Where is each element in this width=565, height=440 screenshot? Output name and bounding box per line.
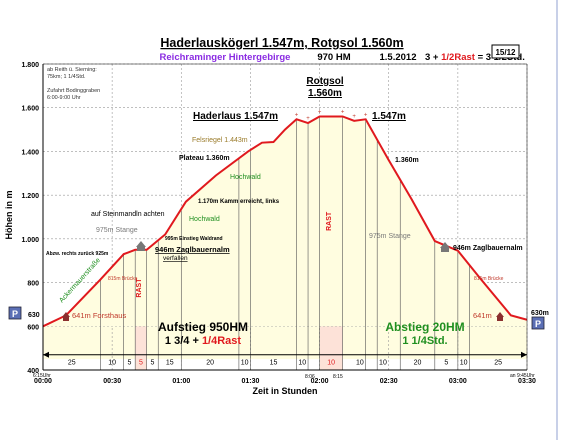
hut-icon-left [62,312,70,321]
arrow-head-left [43,351,49,358]
time-815-label: 8:15 [333,374,343,380]
steinmandln-label: auf Steinmandln achten [91,211,165,218]
y-tick-label: 1.800 [21,62,39,69]
parking-icon-right: P [531,316,545,330]
segment-value: 10 [327,359,335,366]
start-time-label: 6:15Uhr [33,373,51,379]
peak-marker: + [364,112,368,118]
rast-label: RAST [326,211,333,231]
abzweigung-label: Abzw. rechts zurück 925m [46,251,109,257]
kamm-label: 1.170m Kamm erreicht, links [198,199,280,205]
descent-1360-label: 1.360m [395,157,419,164]
alm-icon-right [440,242,450,252]
hochwald-label-1: Hochwald [230,174,261,181]
peak-marker: + [318,109,322,115]
segment-value: 10 [298,359,306,366]
segment-value: 5 [139,359,143,366]
arrow-head-right [521,351,527,358]
peak-marker: + [295,112,299,118]
badge-box [491,44,520,59]
segment-value: 25 [68,359,76,366]
x-tick-label: 00:30 [103,378,121,385]
y-tick-label: 400 [27,368,39,375]
x-tick-label: 01:30 [241,378,259,385]
stange-left-label: 975m Stange [96,227,138,234]
y-tick-label: 600 [27,324,39,331]
date-label: 1.5.2012 [380,52,417,63]
abstieg-time: 1 1/4Std. [402,335,447,347]
segment-value: 10 [460,359,468,366]
peak-right-label: 1.547m [372,111,406,122]
segment-value: 5 [127,359,131,366]
time-806-label: 8:06 [305,374,315,380]
peak-marker: + [352,114,356,120]
x-tick-label: 03:00 [449,378,467,385]
y-tick-label: 1.600 [21,106,39,113]
hm-label: 970 HM [317,52,350,63]
segment-value: 5 [151,359,155,366]
verfallen-label: verfallen [163,255,188,262]
rotgsol-alt: 1.560m [308,88,342,99]
forsthaus-label: 641m Forsthaus [72,311,126,320]
zagl-left-label: 946m Zaglbauernalm [155,245,230,254]
alt-641-right: 641m [473,311,492,320]
info-block: ab Reith ü. Sierning: 75km; 1 1/4Std. Zu… [47,67,100,101]
einstieg-label: 995m Einstieg Waldrand [165,236,223,242]
felsriegel-label: Felsriegel 1.443m [192,137,248,144]
chart-title: Haderlauskögerl 1.547m, Rotgsol 1.560m [160,36,403,50]
x-tick-label: 00:00 [34,378,52,385]
info-line-3: Zufahrt Bodinggraben [47,88,100,94]
x-axis-title: Zeit in Stunden [253,386,318,396]
aufstieg-label: Aufstieg 950HM [158,320,248,334]
window-edge [556,0,558,440]
alm-icon-left [136,241,146,251]
segment-value: 15 [270,359,278,366]
x-tick-label: 02:00 [311,378,329,385]
segment-value: 25 [494,359,502,366]
rotgsol-label: Rotgsol [306,76,343,87]
segment-value: 20 [206,359,214,366]
peak-marker: + [341,109,345,115]
segment-value: 10 [108,359,116,366]
segment-value: 10 [379,359,387,366]
hochwald-label-2: Hochwald [189,216,220,223]
haderlaus-label: Haderlaus 1.547m [193,111,278,122]
aufstieg-time: 1 3/4 + 1/4Rast [165,335,241,347]
parking-icon-left: P [8,306,22,320]
segment-value: 10 [241,359,249,366]
rast-label: RAST [136,278,143,298]
segment-value: 10 [356,359,364,366]
info-line-4: 6:00-9:00 Uhr [47,95,81,101]
bruecke-left-label: 815m Brücke [108,276,138,282]
region-label: Reichraminger Hintergebirge [160,52,291,63]
info-line-1: ab Reith ü. Sierning: [47,67,97,73]
profile-area [43,116,527,327]
y-axis-title: Höhen in m [4,191,14,240]
abstieg-label: Abstieg 20HM [385,320,464,334]
bruecke-right-label: 815m Brücke [474,276,504,282]
alt-630-left: 630 [28,312,40,319]
hut-icon-right [496,312,504,321]
info-line-2: 75km; 1 1/4Std. [47,74,86,80]
parking-label-right: P [535,319,541,329]
end-time-label: an 9:45Uhr [510,373,535,379]
y-tick-label: 1.000 [21,237,39,244]
peak-marker: + [306,116,310,122]
x-tick-label: 01:00 [172,378,190,385]
x-tick-label: 02:30 [380,378,398,385]
stange-right-label: 975m Stange [369,233,411,240]
badge: 15/12 [495,48,516,57]
alt-630-right: 630m [531,310,549,317]
x-tick-label: 03:30 [518,378,536,385]
y-tick-label: 1.200 [21,193,39,200]
plateau-label: Plateau 1.360m [179,155,230,162]
y-tick-label: 800 [27,281,39,288]
segment-value: 20 [414,359,422,366]
y-tick-label: 1.400 [21,149,39,156]
segment-value: 5 [444,359,448,366]
parking-label-left: P [12,309,18,319]
zagl-right-label: 946m Zaglbauernalm [453,245,523,252]
segment-value: 15 [166,359,174,366]
